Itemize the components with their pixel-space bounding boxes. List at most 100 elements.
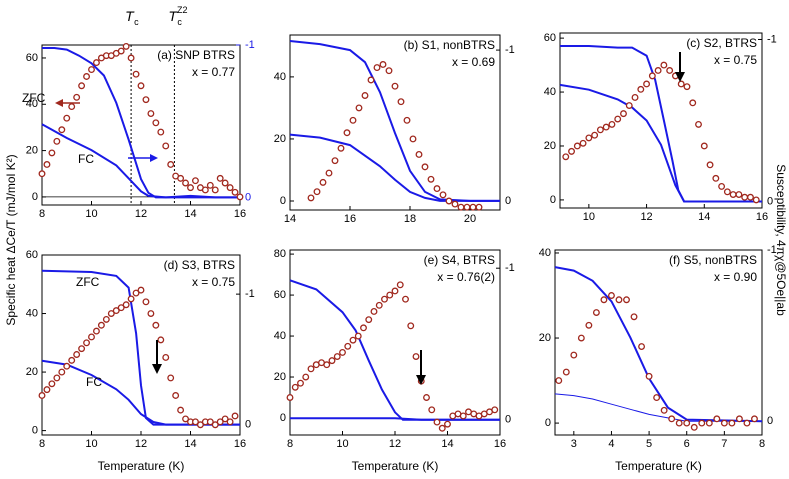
specific-heat-point — [568, 147, 575, 155]
y-tick-label: 0 — [550, 194, 556, 206]
specific-heat-point — [201, 186, 209, 194]
y2-tick-label: -1 — [245, 288, 255, 300]
x-tick-label: 12 — [135, 208, 147, 220]
panel-annotation: x = 0.75 — [192, 275, 235, 289]
x-tick-label: 12 — [389, 438, 401, 450]
specific-heat-point — [397, 98, 405, 106]
specific-heat-point — [58, 126, 66, 134]
panel-title: (b) S1, nonBTRS — [404, 38, 495, 52]
specific-heat-point — [645, 372, 653, 380]
specific-heat-point — [211, 186, 219, 194]
specific-heat-point — [660, 61, 668, 69]
specific-heat-point — [695, 120, 702, 128]
specific-heat-point — [705, 419, 713, 427]
panel-title: (d) S3, BTRS — [164, 258, 235, 272]
specific-heat-point — [698, 419, 706, 427]
panel-annotation: x = 0.76(2) — [437, 270, 495, 284]
specific-heat-point — [391, 287, 399, 295]
specific-heat-point — [361, 92, 369, 99]
susceptibility-line — [41, 359, 240, 426]
y2-tick-label: 0 — [505, 414, 511, 426]
y-tick-label: 0 — [32, 425, 38, 437]
label: T — [168, 8, 178, 24]
specific-heat-point — [728, 419, 736, 427]
specific-heat-point — [102, 315, 110, 323]
specific-heat-point — [147, 310, 155, 317]
specific-heat-point — [614, 115, 622, 123]
specific-heat-point — [137, 286, 145, 294]
x-tick-label: 10 — [336, 438, 348, 450]
specific-heat-point — [187, 184, 194, 192]
x-tick-label: 18 — [404, 213, 416, 225]
specific-heat-point — [585, 321, 593, 329]
specific-heat-point — [591, 131, 599, 139]
specific-heat-point — [302, 373, 310, 381]
specific-heat-point — [690, 423, 698, 431]
y-tick-label: 20 — [544, 140, 556, 152]
specific-heat-point — [191, 418, 199, 426]
x-tick-label: 12 — [640, 211, 652, 223]
panel-title: (f) S5, nonBTRS — [669, 253, 757, 267]
specific-heat-point — [643, 80, 651, 88]
x-tick-label: 16 — [234, 208, 246, 220]
specific-heat-point — [712, 174, 720, 182]
plot-frame — [289, 34, 501, 211]
specific-heat-point — [396, 281, 404, 289]
specific-heat-point — [122, 42, 130, 50]
specific-heat-point — [53, 374, 61, 382]
y-tick-label: 20 — [274, 133, 286, 145]
specific-heat-point — [182, 415, 189, 423]
y2-tick-label: 0 — [767, 415, 773, 427]
specific-heat-point — [638, 343, 646, 350]
specific-heat-point — [602, 123, 610, 131]
panel-title: (c) S2, BTRS — [686, 36, 757, 50]
panel: 8 10 12 14 16 0 20 40 60 -1 0 ZFC FC (d) S3, BTRS x = … — [26, 249, 255, 473]
specific-heat-point — [349, 336, 357, 344]
specific-heat-point — [700, 142, 708, 150]
x-tick-label: 12 — [135, 438, 147, 450]
specific-heat-point — [297, 379, 304, 387]
susceptibility-line — [289, 133, 500, 202]
specific-heat-point — [92, 327, 100, 335]
specific-heat-point — [555, 377, 563, 385]
specific-heat-point — [631, 93, 639, 101]
y2-tick-label: -1 — [505, 44, 515, 56]
specific-heat-point — [365, 316, 373, 324]
specific-heat-point — [381, 295, 388, 303]
x-tick-label: 14 — [698, 211, 710, 223]
susceptibility-line — [41, 123, 240, 199]
specific-heat-point — [439, 191, 447, 199]
specific-heat-point — [438, 424, 446, 432]
specific-heat-point — [577, 334, 585, 342]
transition-label: TZ2 c — [168, 5, 187, 27]
y-tick-label: 40 — [539, 247, 551, 259]
specific-heat-point — [423, 394, 430, 401]
specific-heat-point — [579, 139, 587, 147]
specific-heat-point — [630, 313, 638, 321]
specific-heat-point — [132, 289, 140, 297]
specific-heat-point — [752, 196, 760, 204]
specific-heat-point — [415, 151, 423, 158]
susceptibility-line — [290, 417, 500, 421]
specific-heat-point — [747, 193, 754, 201]
specific-heat-point — [562, 368, 570, 376]
specific-heat-point — [157, 336, 165, 344]
specific-heat-point — [409, 135, 417, 143]
specific-heat-point — [713, 415, 721, 423]
specific-heat-point — [231, 412, 239, 420]
specific-heat-point — [221, 415, 229, 423]
specific-heat-point — [706, 161, 714, 169]
specific-heat-point — [333, 353, 341, 360]
specific-heat-point — [172, 392, 180, 399]
x-tick-label: 10 — [85, 208, 97, 220]
specific-heat-point — [735, 415, 743, 423]
specific-heat-point — [206, 418, 214, 426]
specific-heat-point — [157, 128, 165, 136]
specific-heat-point — [625, 102, 633, 109]
panel: 14 16 18 20 0 20 40 -1 0 (b) S1, nonBTRS x = 0.69 — [274, 34, 515, 225]
specific-heat-point — [78, 82, 86, 90]
x-tick-label: 14 — [441, 438, 453, 450]
y-tick-label: 40 — [26, 307, 38, 319]
y-tick-label: 40 — [544, 86, 556, 98]
